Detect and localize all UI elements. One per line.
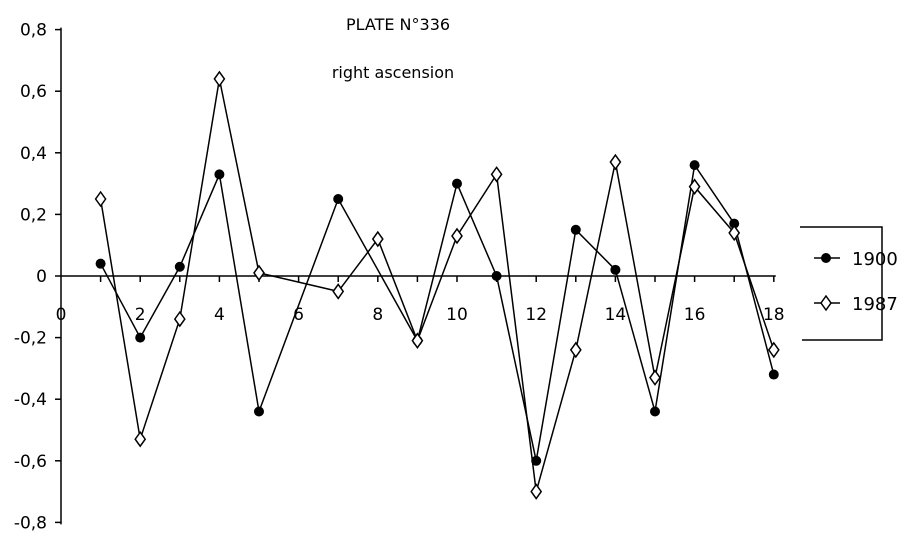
legend-marker-1987: [820, 294, 832, 312]
data-point-s1: [689, 160, 700, 171]
axes: 0,8 0,6 0,4 0,2 0 -0,2 -0,4 -0,6 -0,8 0 2 4 6 8 10 12 14…: [14, 21, 785, 534]
legend-frame: [800, 226, 883, 341]
y-tick-label: 0,6: [20, 82, 47, 102]
x-tick-label: 18: [763, 305, 785, 325]
data-point-s2: [490, 166, 503, 183]
x-tick-label: 0: [56, 305, 67, 325]
x-tick-label: 8: [372, 305, 383, 325]
y-tick-label: 0: [36, 267, 47, 287]
x-tick-label: 6: [293, 305, 304, 325]
legend: 1900 1987: [800, 226, 898, 341]
data-point-s1: [491, 271, 502, 281]
x-tick-label: 10: [446, 305, 468, 325]
data-point-s2: [530, 483, 543, 500]
data-point-s2: [371, 230, 384, 248]
legend-marker-1900: [821, 253, 831, 263]
data-point-s1: [452, 178, 462, 189]
data-point-s1: [610, 264, 621, 275]
legend-label-1900: 1900: [852, 249, 898, 270]
data-point-s2: [451, 227, 463, 245]
y-tick-label: 0,2: [20, 205, 47, 225]
data-point-s1: [768, 369, 779, 380]
chart-title: PLATE N°336: [346, 15, 450, 34]
data-point-s1: [214, 169, 225, 180]
x-tick-label: 2: [135, 305, 146, 325]
data-point-s2: [94, 190, 107, 208]
data-point-s2: [134, 430, 147, 448]
series-line-s2: [99, 78, 775, 492]
data-point-s2: [332, 283, 345, 300]
y-tick-label: -0,6: [14, 452, 47, 472]
series-line-s1: [99, 171, 616, 461]
data-point-s1: [135, 332, 146, 343]
series-lines: [99, 78, 775, 492]
series-line-s1: [654, 163, 775, 412]
chart-subtitle: right ascension: [332, 63, 454, 82]
data-point-s2: [767, 341, 780, 359]
data-point-s1: [729, 218, 740, 229]
data-point-s1: [570, 224, 581, 235]
series-line-s1: [614, 269, 656, 412]
data-point-s1: [95, 258, 106, 269]
data-point-s2: [173, 310, 186, 328]
data-point-s2: [609, 153, 622, 171]
legend-label-1987: 1987: [852, 294, 898, 315]
x-tick-label: 4: [214, 305, 225, 325]
data-point-s2: [411, 332, 424, 349]
data-point-s1: [254, 406, 264, 417]
data-point-s2: [728, 224, 741, 242]
data-point-s2: [688, 178, 701, 195]
data-point-s2: [649, 369, 661, 386]
data-point-s2: [569, 341, 582, 359]
y-tick-label: -0,2: [14, 329, 47, 349]
y-tick-label: -0,4: [14, 390, 47, 410]
data-point-s1: [174, 261, 185, 272]
y-tick-label: 0,4: [20, 144, 47, 164]
data-point-s1: [333, 194, 344, 204]
data-point-s2: [253, 264, 265, 282]
data-point-s2: [213, 70, 226, 88]
x-tick-label: 12: [525, 305, 547, 325]
x-tick-label: 14: [605, 305, 627, 325]
data-point-s1: [531, 455, 542, 466]
data-point-s1: [650, 406, 660, 417]
y-tick-label: 0,8: [20, 21, 47, 41]
series-markers: [94, 70, 780, 500]
x-tick-label: 16: [684, 305, 706, 325]
y-tick-label: -0,8: [14, 513, 47, 533]
